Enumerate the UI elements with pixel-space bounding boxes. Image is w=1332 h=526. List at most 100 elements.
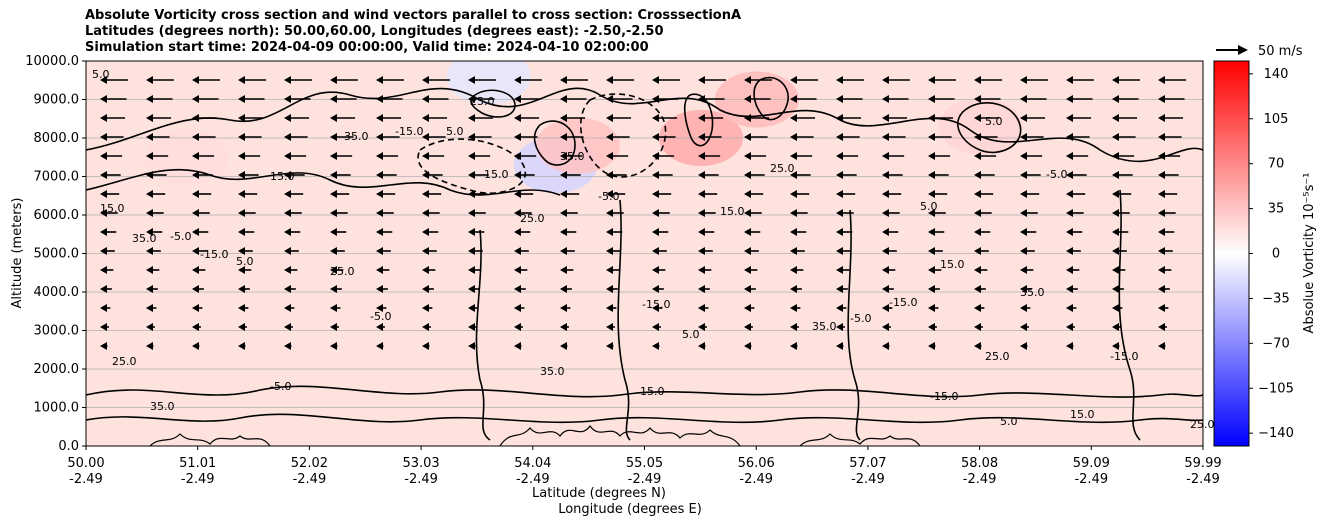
contour-label: 5.0 bbox=[1000, 415, 1018, 428]
colorbar-gradient bbox=[1213, 60, 1250, 447]
x-tick-label-lat: 59.99 bbox=[1184, 456, 1221, 471]
wind-arrowhead bbox=[238, 95, 245, 103]
wind-arrowhead bbox=[284, 95, 291, 103]
wind-arrowhead bbox=[744, 228, 751, 236]
wind-arrowhead bbox=[422, 190, 429, 198]
y-tick-label: 6000.0 bbox=[34, 208, 80, 223]
wind-arrowhead bbox=[882, 304, 889, 312]
contour-label: -5.0 bbox=[1046, 168, 1067, 181]
wind-arrowhead bbox=[790, 190, 797, 198]
wind-arrowhead bbox=[330, 133, 337, 141]
wind-arrowhead bbox=[238, 76, 245, 84]
wind-arrowhead bbox=[698, 323, 705, 331]
wind-arrowhead bbox=[422, 95, 429, 103]
wind-arrowhead bbox=[330, 152, 337, 160]
wind-arrowhead bbox=[1158, 247, 1165, 255]
wind-arrowhead bbox=[1066, 152, 1073, 160]
colorbar-tick-label: 35 bbox=[1268, 202, 1285, 217]
wind-arrowhead bbox=[192, 323, 199, 331]
contour-label: 15.0 bbox=[270, 170, 295, 183]
wind-arrowhead bbox=[836, 209, 843, 217]
wind-arrowhead bbox=[744, 133, 751, 141]
wind-arrowhead bbox=[974, 76, 981, 84]
wind-arrowhead bbox=[100, 171, 107, 179]
wind-arrowhead bbox=[560, 342, 567, 350]
wind-arrowhead bbox=[928, 323, 935, 331]
wind-arrowhead bbox=[238, 171, 245, 179]
x-axis-label-longitude: Longitude (degrees E) bbox=[558, 502, 702, 517]
wind-arrowhead bbox=[652, 342, 659, 350]
wind-arrowhead bbox=[100, 342, 107, 350]
wind-arrowhead bbox=[560, 190, 567, 198]
contour-line bbox=[847, 209, 861, 441]
wind-arrowhead bbox=[192, 342, 199, 350]
contour-label: 35.0 bbox=[150, 400, 175, 413]
wind-arrowhead bbox=[422, 266, 429, 274]
wind-arrowhead bbox=[376, 152, 383, 160]
wind-arrowhead bbox=[100, 133, 107, 141]
wind-arrowhead bbox=[606, 285, 613, 293]
wind-arrowhead bbox=[928, 285, 935, 293]
wind-arrowhead bbox=[1066, 323, 1073, 331]
colorbar-label: Absolue Vorticity 10⁻⁵s⁻¹ bbox=[1302, 173, 1317, 334]
wind-arrowhead bbox=[1020, 285, 1027, 293]
wind-arrowhead bbox=[468, 133, 475, 141]
x-tick-label-lon: -2.49 bbox=[963, 472, 997, 487]
wind-arrowhead bbox=[1158, 285, 1165, 293]
wind-arrowhead bbox=[1020, 247, 1027, 255]
wind-arrowhead bbox=[560, 95, 567, 103]
wind-arrowhead bbox=[1066, 95, 1073, 103]
colorbar-tick-label: −105 bbox=[1258, 381, 1294, 396]
y-tick-label: 7000.0 bbox=[34, 170, 80, 185]
wind-arrowhead bbox=[652, 228, 659, 236]
wind-arrowhead bbox=[974, 152, 981, 160]
wind-arrowhead bbox=[100, 95, 107, 103]
y-tick-label: 8000.0 bbox=[34, 131, 80, 146]
wind-arrowhead bbox=[652, 133, 659, 141]
contour-line bbox=[753, 76, 789, 121]
wind-arrowhead bbox=[514, 95, 521, 103]
wind-arrowhead bbox=[514, 266, 521, 274]
wind-arrowhead bbox=[974, 342, 981, 350]
wind-arrowhead bbox=[284, 133, 291, 141]
wind-arrowhead bbox=[974, 247, 981, 255]
terrain-contour-cluster bbox=[499, 424, 741, 446]
colorbar-tick-label: −35 bbox=[1262, 291, 1289, 306]
contour-label: 25.0 bbox=[330, 265, 355, 278]
wind-arrowhead bbox=[698, 342, 705, 350]
wind-arrowhead bbox=[376, 266, 383, 274]
x-tick-label-lon: -2.49 bbox=[516, 472, 550, 487]
wind-arrowhead bbox=[330, 285, 337, 293]
wind-arrowhead bbox=[836, 247, 843, 255]
wind-arrowhead bbox=[652, 266, 659, 274]
wind-arrowhead bbox=[1158, 209, 1165, 217]
contour-label: 35.0 bbox=[1020, 286, 1045, 299]
x-tick-label-lat: 59.09 bbox=[1073, 456, 1110, 471]
wind-arrowhead bbox=[100, 304, 107, 312]
wind-arrowhead bbox=[560, 323, 567, 331]
wind-arrowhead bbox=[836, 76, 843, 84]
contour-label: 35.0 bbox=[560, 150, 585, 163]
wind-arrowhead bbox=[836, 228, 843, 236]
wind-arrowhead bbox=[146, 190, 153, 198]
y-tick-label: 2000.0 bbox=[34, 362, 80, 377]
wind-arrowhead bbox=[882, 285, 889, 293]
contour-label: 5.0 bbox=[920, 200, 938, 213]
wind-arrowhead bbox=[146, 152, 153, 160]
wind-arrowhead bbox=[928, 247, 935, 255]
x-tick-label-lat: 50.00 bbox=[67, 456, 104, 471]
wind-arrowhead bbox=[928, 114, 935, 122]
wind-arrowhead bbox=[1020, 228, 1027, 236]
wind-arrowhead bbox=[192, 190, 199, 198]
wind-arrowhead bbox=[422, 76, 429, 84]
wind-arrowhead bbox=[468, 171, 475, 179]
contour-label: 25.0 bbox=[520, 212, 545, 225]
contour-line bbox=[417, 138, 527, 194]
wind-arrowhead bbox=[928, 228, 935, 236]
wind-arrowhead bbox=[1066, 76, 1073, 84]
wind-arrowhead bbox=[376, 95, 383, 103]
wind-arrowhead bbox=[100, 285, 107, 293]
wind-arrowhead bbox=[974, 133, 981, 141]
y-tick-label: 10000.0 bbox=[25, 54, 79, 69]
wind-arrowhead bbox=[330, 228, 337, 236]
